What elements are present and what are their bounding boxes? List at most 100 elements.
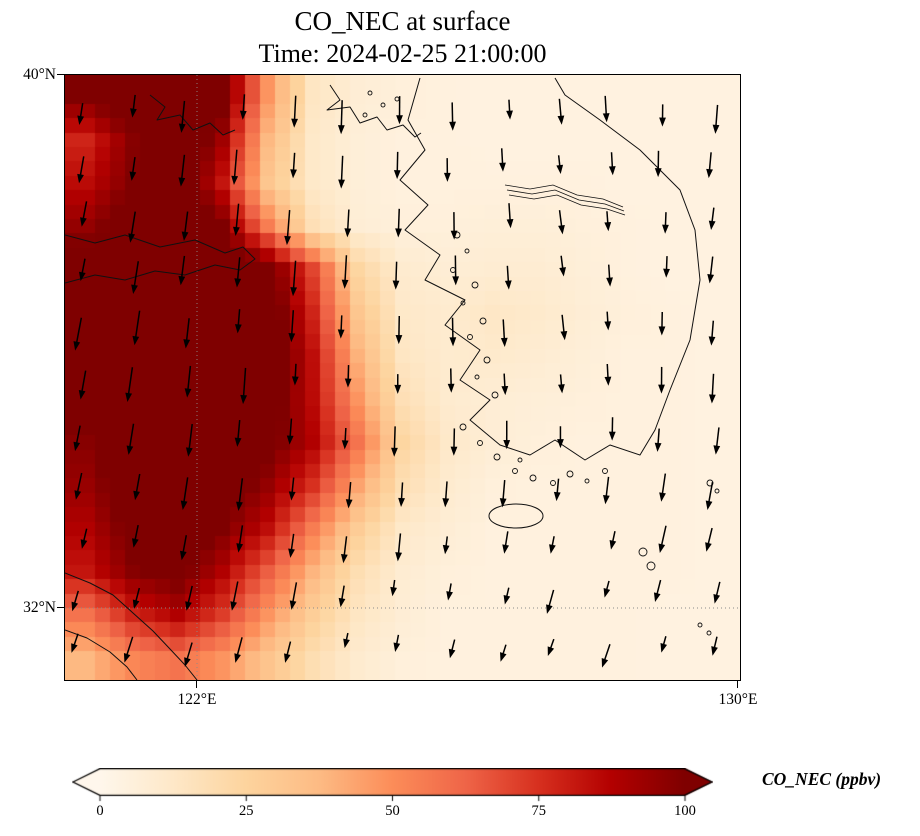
wind-arrow-head xyxy=(706,168,713,179)
colorbar-tick-label: 0 xyxy=(96,803,104,819)
wind-arrow-head xyxy=(503,594,511,605)
wind-arrow-head xyxy=(234,278,242,288)
wind-arrow-shaft xyxy=(182,477,189,506)
wind-arrow-shaft xyxy=(711,373,715,399)
wind-arrow-head xyxy=(71,601,79,612)
coastline xyxy=(65,629,138,680)
river-line xyxy=(508,194,626,216)
wind-arrow-shaft xyxy=(127,367,134,398)
coastline xyxy=(326,84,422,138)
wind-arrow-head xyxy=(707,274,715,284)
wind-arrow-shaft xyxy=(181,100,186,128)
wind-arrow-head xyxy=(71,643,78,653)
wind-arrow-head xyxy=(604,222,612,232)
y-axis-label-32n: 32°N xyxy=(23,599,56,616)
wind-arrow-head xyxy=(337,329,345,339)
wind-arrow-head xyxy=(130,108,137,118)
wind-arrow-head xyxy=(602,494,610,505)
island-outline xyxy=(706,630,712,636)
wind-arrow-head xyxy=(708,336,716,346)
wind-arrow-head xyxy=(239,110,247,120)
wind-arrow-shaft xyxy=(130,211,136,238)
wind-arrow-head xyxy=(392,280,400,290)
wind-arrow-head xyxy=(601,658,609,668)
wind-arrow-head xyxy=(284,653,291,663)
heatmap-canvas xyxy=(65,75,740,680)
wind-arrow-head xyxy=(344,228,352,238)
island-outline xyxy=(550,480,556,486)
wind-arrow-shaft xyxy=(238,478,244,507)
wind-arrow-head xyxy=(185,601,192,611)
island-outline xyxy=(460,300,466,306)
wind-arrow-head xyxy=(178,123,186,133)
wind-arrow-shaft xyxy=(185,318,190,344)
wind-arrow-head xyxy=(609,540,617,550)
wind-arrow-head xyxy=(662,224,669,234)
wind-arrow-head xyxy=(185,447,193,457)
colorbar-title: CO_NEC (ppbv) xyxy=(762,769,882,789)
island-outline xyxy=(367,90,373,96)
wind-arrow-head xyxy=(78,271,86,282)
wind-arrow-head xyxy=(341,279,349,289)
wind-arrow-head xyxy=(556,164,564,175)
jeju-island-outline xyxy=(488,503,544,529)
wind-arrow-head xyxy=(236,501,243,511)
wind-arrow-head xyxy=(341,553,348,564)
wind-arrow-shaft xyxy=(340,155,344,184)
wind-arrow-head xyxy=(393,642,401,652)
wind-arrow-head xyxy=(391,447,398,457)
wind-arrow-head xyxy=(74,490,82,500)
wind-arrow-head xyxy=(705,542,712,552)
wind-arrow-head xyxy=(449,121,456,131)
wind-arrow-head xyxy=(394,384,402,394)
wind-arrow-head xyxy=(442,498,450,508)
wind-arrow-head xyxy=(395,335,403,345)
wind-arrow-shaft xyxy=(293,95,297,123)
island-outline xyxy=(491,391,499,399)
wind-arrow-shaft xyxy=(180,255,186,281)
island-outline xyxy=(566,470,574,478)
chart-title: CO_NEC at surface xyxy=(294,6,511,36)
wind-arrow-shaft xyxy=(242,367,247,400)
coastline xyxy=(149,94,236,136)
x-axis-label-130e: 130°E xyxy=(718,691,758,708)
wind-arrow-head xyxy=(291,118,298,128)
island-outline xyxy=(646,561,656,571)
wind-arrow-shaft xyxy=(235,203,240,232)
wind-arrow-head xyxy=(132,335,140,346)
wind-arrow-head xyxy=(178,275,186,286)
wind-arrow-head xyxy=(449,337,457,347)
island-outline xyxy=(467,334,473,340)
wind-arrow-head xyxy=(447,383,455,393)
island-outline xyxy=(697,622,703,628)
wind-arrow-head xyxy=(289,600,297,610)
wind-arrow-head xyxy=(133,490,140,501)
island-outline xyxy=(512,468,518,474)
map-plot-area xyxy=(64,74,741,681)
wind-arrow-head xyxy=(658,326,666,336)
wind-arrow-head xyxy=(604,376,612,386)
island-outline xyxy=(584,478,590,484)
wind-arrow-head xyxy=(132,599,140,610)
coastline xyxy=(399,77,701,461)
chart-subtitle: Time: 2024-02-25 21:00:00 xyxy=(258,39,547,68)
wind-arrow-head xyxy=(503,440,511,450)
wind-arrow-head xyxy=(557,439,564,449)
wind-arrow-head xyxy=(341,440,349,450)
wind-arrow-head xyxy=(398,497,405,508)
wind-arrow-head xyxy=(560,330,568,341)
wind-arrow-head xyxy=(233,226,240,237)
wind-arrow-head xyxy=(499,162,506,172)
map-overlay-svg xyxy=(65,75,740,680)
wind-arrow-head xyxy=(80,217,87,227)
wind-arrow-head xyxy=(125,392,133,403)
wind-arrow-shaft xyxy=(344,255,348,284)
island-outline xyxy=(529,474,537,482)
wind-arrow-head xyxy=(442,544,450,555)
wind-arrow-head xyxy=(338,179,345,189)
wind-arrow-shaft xyxy=(134,310,141,341)
island-outline xyxy=(464,248,470,254)
wind-arrow-head xyxy=(234,437,242,447)
wind-arrow-head xyxy=(549,544,556,554)
